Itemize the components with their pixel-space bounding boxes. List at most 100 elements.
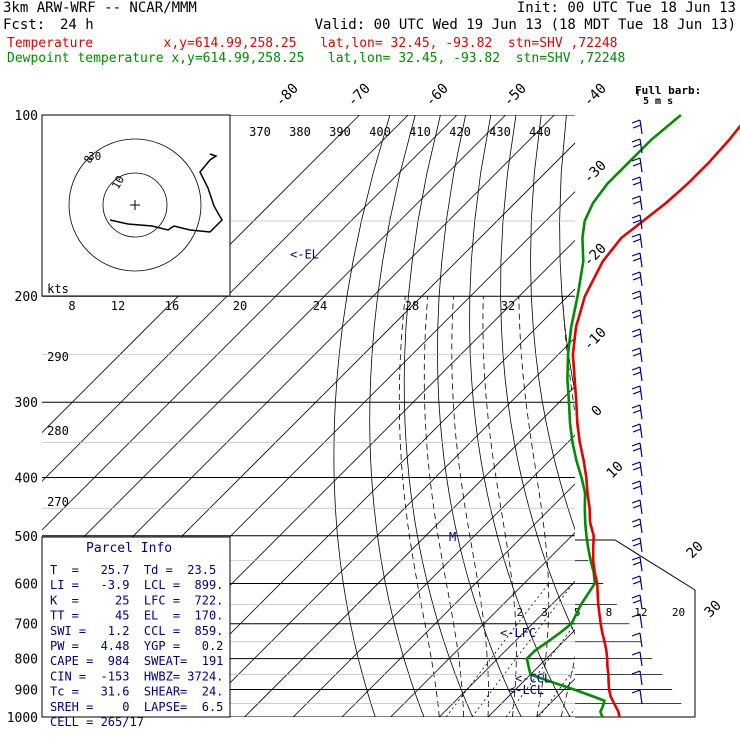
pressure-axis-labels: 100 200 300 400 500 600 700 800 900 1000 — [7, 109, 38, 726]
wind-barb-flag — [632, 200, 642, 205]
lower-diagram-extension — [575, 539, 696, 718]
wind-barb — [639, 157, 643, 173]
temperature-tick-label: -80 — [273, 81, 302, 110]
wind-barb-flag — [631, 157, 641, 162]
wind-barb-flag — [631, 290, 641, 295]
wind-barb-flag — [631, 518, 641, 523]
wind-barb — [639, 385, 643, 401]
wind-barb — [639, 518, 643, 534]
wind-barb-flag — [632, 257, 642, 262]
wind-barb-flag — [631, 385, 641, 390]
parcel-info-row: PW = 4.48 YGP = 0.2 — [50, 639, 223, 653]
isotherm-line — [390, 532, 575, 717]
theta-lower-label: 280 — [47, 424, 69, 438]
dry-adiabat-line — [642, 115, 740, 730]
wind-barb — [639, 176, 643, 192]
wind-barb — [639, 651, 643, 667]
mixing-ratio-line — [538, 666, 575, 717]
theta-label: 390 — [329, 125, 351, 139]
level-markers: <-EL <-LFC <-CCL<-LCL M — [290, 248, 551, 697]
wind-barb — [639, 594, 643, 610]
wind-barb-flag — [632, 143, 642, 148]
theta-label: 420 — [449, 125, 471, 139]
wind-barb — [639, 442, 643, 458]
wind-barb-flag — [632, 466, 642, 471]
wind-barb-flag — [631, 404, 641, 409]
wind-barb — [639, 480, 643, 496]
isotherm-line — [341, 483, 575, 717]
dry-adiabats — [333, 115, 740, 730]
wind-barb-flag — [632, 181, 642, 186]
init-time: Init: 00 UTC Tue 18 Jun 13 — [516, 0, 736, 16]
temperature-tick-label: -60 — [423, 81, 452, 110]
parcel-info-row: Tc = 31.6 SHEAR= 24. — [50, 685, 223, 699]
dry-adiabat-line — [469, 115, 571, 717]
wind-barb — [639, 233, 643, 249]
wind-barb-flag — [632, 428, 642, 433]
temperature-profile — [571, 124, 740, 718]
wind-barb-flag — [632, 561, 642, 566]
parcel-info-row: K = 25 LFC = 722. — [50, 593, 223, 607]
theta-label: 400 — [369, 125, 391, 139]
melting-level-marker: M — [449, 530, 456, 544]
wind-barb — [639, 556, 643, 572]
mixing-ratio-label: 12 — [634, 606, 647, 619]
pressure-label: 500 — [15, 530, 38, 545]
wind-barb — [639, 366, 643, 382]
wind-barb-flag — [631, 252, 641, 257]
forecast-label: Fcst: — [3, 17, 46, 33]
wind-barb-flag — [631, 651, 641, 656]
moist-adiabat-line — [634, 296, 740, 717]
wind-barb — [639, 670, 643, 686]
moist-adiabat-line — [610, 296, 691, 717]
mixing-ratio-label: 20 — [672, 606, 685, 619]
wind-barb — [639, 613, 643, 629]
dry-adiabat-line — [500, 115, 575, 635]
temperature-tick-label: -70 — [345, 81, 374, 110]
isotherm-line — [42, 115, 506, 580]
wind-barb-flag — [631, 423, 641, 428]
theta-label: 440 — [529, 125, 551, 139]
dry-adiabat-line — [615, 115, 740, 730]
wind-barb-flag — [632, 390, 642, 395]
hodograph-speed-label: 32 — [501, 299, 515, 313]
wind-barb-flag — [632, 276, 642, 281]
wind-barb-flag — [632, 447, 642, 452]
wind-barb — [639, 347, 643, 363]
wind-barb — [639, 214, 643, 230]
theta-label: 380 — [289, 125, 311, 139]
isotherm-line — [42, 115, 360, 434]
temperature-tick-label: 20 — [684, 539, 707, 562]
theta-label: 410 — [409, 125, 431, 139]
wind-barb-flag — [631, 195, 641, 200]
mixing-ratio-label: 8 — [606, 606, 613, 619]
wind-barb-flag — [632, 295, 642, 300]
model-title: 3km ARW-WRF -- NCAR/MMM — [3, 0, 197, 16]
wind-barb — [639, 252, 643, 268]
level-marker: <-LCL — [508, 683, 544, 697]
pressure-label: 900 — [15, 683, 38, 698]
level-marker: <-LFC — [500, 626, 536, 640]
pressure-label: 100 — [15, 109, 38, 124]
moist-adiabat-line — [683, 296, 740, 717]
moist-adiabat-line — [585, 296, 633, 717]
wind-barb — [639, 499, 643, 515]
pressure-label: 800 — [15, 653, 38, 668]
wind-barb-flag — [632, 162, 642, 167]
theta-label: 370 — [249, 125, 271, 139]
dewpoint-profile — [525, 114, 682, 718]
parcel-info-row: LI = -3.9 LCL = 899. — [50, 578, 223, 592]
valid-time: Valid: 00 UTC Wed 19 Jun 13 (18 MDT Tue … — [314, 17, 736, 33]
wind-barb — [639, 138, 643, 154]
isotherm-line — [195, 337, 575, 717]
level-marker: <-EL — [290, 248, 319, 262]
mixing-ratio-line — [608, 583, 701, 717]
isotherm-line — [244, 385, 575, 717]
theta-lower-label: 290 — [47, 350, 69, 364]
dewpoint-legend: Dewpoint temperature x,y=614.99,258.25 l… — [7, 51, 626, 66]
dry-adiabat-line — [559, 115, 575, 394]
wind-barb-flag — [631, 499, 641, 504]
parcel-info-row: TT = 45 EL = 170. — [50, 609, 223, 623]
wind-barb-flag — [631, 556, 641, 561]
temperature-legend: Temperature x,y=614.99,258.25 lat,lon= 3… — [7, 36, 618, 51]
